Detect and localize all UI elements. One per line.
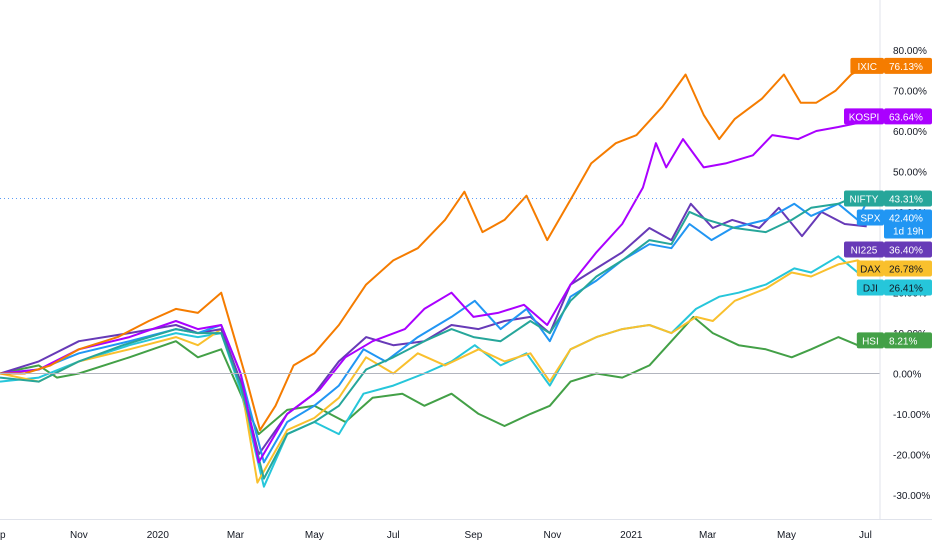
badge-name-box [844, 108, 884, 125]
badge-name-box [850, 57, 884, 74]
x-tick-label: Jul [859, 530, 872, 541]
badge-name-label: SPX [860, 213, 880, 224]
badge-name-box [844, 190, 884, 207]
badge-name-label: NI225 [851, 245, 878, 256]
series-line-ixic[interactable] [0, 64, 868, 432]
badge-name-box [844, 241, 884, 258]
x-tick-label: p [0, 530, 6, 541]
series-line-kospi[interactable] [0, 115, 868, 464]
badge-value-box [884, 57, 932, 74]
badge-name-label: IXIC [857, 62, 876, 73]
badge-value-box [884, 260, 932, 277]
badge-name-box [856, 332, 884, 349]
reference-lines [0, 198, 880, 375]
y-tick-label: 0.00% [893, 370, 921, 381]
x-tick-label: 2020 [147, 530, 170, 541]
x-tick-label: Mar [699, 530, 717, 541]
x-tick-label: Jul [387, 530, 400, 541]
badge-name-label: KOSPI [849, 112, 880, 123]
y-tick-label: 80.00% [893, 46, 927, 57]
badge-name-box [856, 209, 884, 226]
badge-hsi[interactable]: HSI 8.21% [856, 332, 932, 349]
y-tick-label: -30.00% [893, 491, 930, 502]
series-badges: IXIC 76.13% KOSPI 63.64% NIFTY 43.31% SPX 42.40… [844, 57, 932, 349]
badge-value-label: 36.40% [889, 245, 923, 256]
badge-name-box [856, 260, 884, 277]
series-line-nifty[interactable] [0, 194, 867, 480]
y-tick-label: -10.00% [893, 410, 930, 421]
badge-name-label: DJI [863, 283, 878, 294]
x-axis-ticks: p Nov 2020 Mar May Jul Sep Nov 2021 Mar May Jul [0, 530, 872, 541]
y-tick-label: 70.00% [893, 87, 927, 98]
badge-value-label: 42.40% [889, 213, 923, 224]
badge-ni225[interactable]: NI225 36.40% [844, 241, 932, 258]
y-tick-label: 50.00% [893, 167, 927, 178]
y-tick-label: -20.00% [893, 450, 930, 461]
badge-dax[interactable]: DAX 26.78% [856, 260, 932, 277]
badge-value-box [884, 108, 932, 125]
badge-nifty[interactable]: NIFTY 43.31% [844, 190, 932, 207]
x-tick-label: Nov [70, 530, 88, 541]
series-line-hsi[interactable] [0, 315, 868, 436]
badge-value-box [884, 279, 932, 296]
badge-value-label: 8.21% [889, 336, 917, 347]
x-tick-label: Sep [465, 530, 483, 541]
badge-dji[interactable]: DJI 26.41% [856, 279, 932, 296]
y-tick-label: 60.00% [893, 127, 927, 138]
badge-name-label: HSI [862, 336, 879, 347]
x-tick-label: May [777, 530, 796, 541]
badge-name-label: DAX [860, 264, 881, 275]
badge-name-box [856, 279, 884, 296]
badge-value-box [884, 190, 932, 207]
x-tick-label: Mar [227, 530, 245, 541]
badge-kospi[interactable]: KOSPI 63.64% [844, 108, 932, 125]
badge-value-label: 26.78% [889, 264, 923, 275]
badge-value-box [884, 241, 932, 258]
x-tick-label: May [305, 530, 324, 541]
badge-name-label: NIFTY [850, 194, 879, 205]
badge-value-label: 76.13% [889, 62, 923, 73]
x-tick-label: 2021 [620, 530, 643, 541]
series-line-dji[interactable] [0, 255, 868, 488]
series-line-dax[interactable] [0, 259, 868, 484]
badge-value-label: 43.31% [889, 194, 923, 205]
badge-countdown-label: 1d 19h [893, 226, 924, 237]
x-tick-label: Nov [543, 530, 561, 541]
badge-value-label: 26.41% [889, 283, 923, 294]
time-axis-panel[interactable] [0, 519, 932, 550]
badge-value-box [884, 332, 932, 349]
series-lines [0, 64, 868, 488]
badge-ixic[interactable]: IXIC 76.13% [850, 57, 932, 74]
badge-value-label: 63.64% [889, 112, 923, 123]
badge-value-box [884, 209, 932, 239]
badge-spx[interactable]: SPX 42.40% 1d 19h [856, 209, 932, 239]
